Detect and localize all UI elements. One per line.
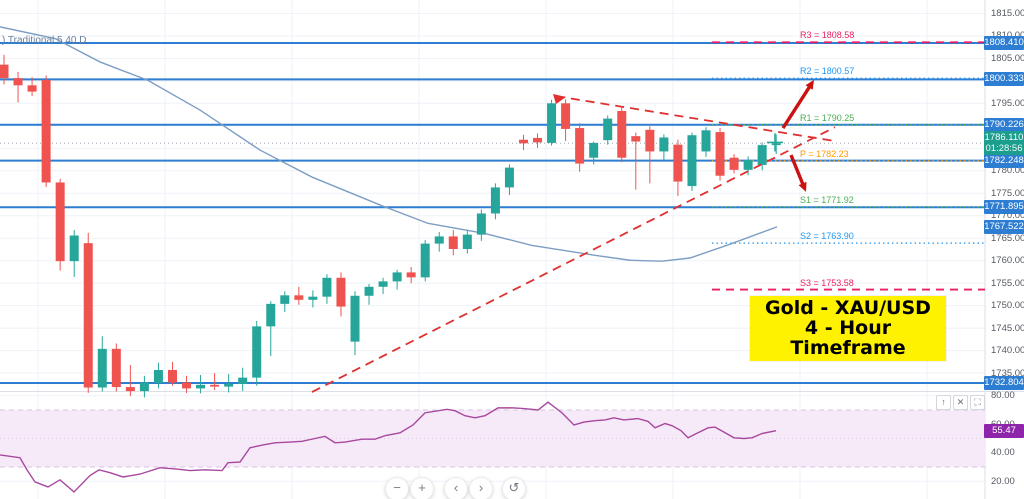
moving-average-line[interactable] xyxy=(0,26,778,262)
price-tick: 1810.000 xyxy=(991,30,1024,41)
candles xyxy=(0,54,781,398)
price-tick: 1745.000 xyxy=(991,322,1024,334)
descending-resistance[interactable] xyxy=(555,95,836,142)
symbol-label-line2: 4 - Hour Timeframe xyxy=(790,317,906,359)
price-tick: 1805.000 xyxy=(991,52,1024,64)
price-badge: 1771.895 xyxy=(984,200,1024,215)
breakout-up-arrow[interactable] xyxy=(781,79,814,129)
symbol-label-line1: Gold - XAU/USD xyxy=(765,297,931,319)
pivot-indicator-legend[interactable]: ) Traditional 5 40 D xyxy=(2,35,87,46)
price-tick: 1770.000 xyxy=(991,210,1024,222)
maximize-pane-button[interactable]: ⛶ xyxy=(970,395,985,410)
price-tick: 1760.000 xyxy=(991,255,1024,267)
price-tick: 1815.000 xyxy=(991,7,1024,19)
chart-nav-toolbar: − + ‹ › ↺ xyxy=(385,477,526,499)
pivot-label: R2 = 1800.57 xyxy=(800,66,855,77)
price-tick: 1780.000 xyxy=(991,165,1024,177)
current-bar-cross xyxy=(767,133,783,152)
zoom-out-button[interactable]: − xyxy=(385,477,409,499)
breakdown-down-arrow[interactable] xyxy=(789,154,807,192)
pivot-label: S1 = 1771.92 xyxy=(800,195,854,206)
ascending-support[interactable] xyxy=(311,126,836,393)
pivot-label: R1 = 1790.25 xyxy=(800,112,855,123)
rsi-pane-controls: ↑ ✕ ⛶ xyxy=(934,395,985,410)
price-tick: 1795.000 xyxy=(991,97,1024,109)
rsi-line[interactable] xyxy=(0,401,777,493)
price-tick: 1740.000 xyxy=(991,345,1024,357)
symbol-label-box[interactable]: Gold - XAU/USD 4 - Hour Timeframe xyxy=(750,296,946,361)
trendline-start-marker xyxy=(553,94,566,104)
pivot-label: S2 = 1763.90 xyxy=(800,231,854,242)
price-badge: 1732.804 xyxy=(984,376,1024,390)
close-pane-button[interactable]: ✕ xyxy=(953,395,968,410)
price-tick: 1750.000 xyxy=(991,300,1024,312)
pivot-label: R3 = 1808.58 xyxy=(800,30,855,41)
rsi-tick: 40.00 xyxy=(991,447,1015,459)
price-tick: 1765.000 xyxy=(991,232,1024,244)
zoom-in-button[interactable]: + xyxy=(410,477,434,499)
price-badge: 1800.333 xyxy=(984,72,1024,87)
price-tick: 1755.000 xyxy=(991,277,1024,289)
price-tick: 1735.000 xyxy=(991,367,1024,379)
pivot-label: S3 = 1753.58 xyxy=(800,277,854,288)
price-badge: 1808.410 xyxy=(984,36,1024,50)
rsi-tick: 20.00 xyxy=(991,475,1015,487)
price-badge: 1782.248 xyxy=(984,153,1024,168)
rsi-tick: 80.00 xyxy=(991,390,1015,402)
rsi-value-badge: 55.47 xyxy=(984,423,1024,438)
price-tick: 1775.000 xyxy=(991,187,1024,199)
rsi-pane xyxy=(0,401,985,493)
scroll-right-button[interactable]: › xyxy=(469,477,493,499)
current-price-badge: 1786.110 01:28:56 xyxy=(984,131,1024,156)
price-badge: 1767.522 xyxy=(984,219,1024,234)
move-pane-up-button[interactable]: ↑ xyxy=(936,395,951,410)
scroll-left-button[interactable]: ‹ xyxy=(444,477,468,499)
pivot-lines[interactable] xyxy=(712,41,985,291)
price-badge: 1790.226 xyxy=(984,117,1024,132)
pivot-label: P = 1782.23 xyxy=(800,148,849,159)
reset-view-button[interactable]: ↺ xyxy=(502,477,526,499)
